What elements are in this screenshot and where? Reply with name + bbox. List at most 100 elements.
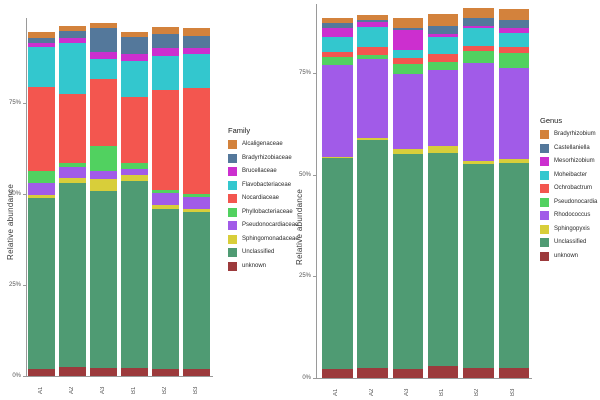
y-tick-mark-25%	[313, 276, 316, 278]
y-tick-label: 75%	[8, 100, 21, 106]
x-tick-label-B2: B2	[161, 386, 168, 394]
segment-Bradyrhizobiaceae	[183, 36, 210, 49]
segment-Rhodococcus	[392, 73, 424, 149]
segment-Alcaligenaceae	[121, 31, 148, 37]
stacked-bar-B1	[427, 14, 459, 378]
y-tick-label: 75%	[298, 69, 311, 76]
segment-unknown	[392, 369, 424, 378]
segment-Unclassified	[183, 212, 210, 369]
legend-swatch-Bradyrhizobium	[540, 130, 549, 139]
genus-legend-title: Genus	[540, 116, 563, 125]
genus-legend: Genus Bradyrhizobium Castellaniella Mesorh…	[540, 116, 597, 265]
segment-Phyllobacteriaceae	[28, 171, 55, 184]
legend-swatch-Unclassified	[228, 248, 237, 257]
segment-Rhodococcus	[427, 70, 459, 147]
legend-item-Unclassified: Unclassified	[228, 248, 299, 257]
legend-label: Nocardiaceae	[242, 195, 280, 201]
legend-swatch-Castellaniella	[540, 143, 549, 153]
segment-Rhodococcus	[322, 65, 353, 157]
segment-Sphingomonadaceae	[59, 177, 86, 184]
y-axis-line-family	[26, 18, 27, 376]
x-tick-label-A1: A1	[333, 388, 340, 396]
segment-Bradyrhizobiaceae	[152, 33, 179, 49]
segment-Pseudonocardiaceae	[121, 169, 148, 176]
segment-Pseudonocardia	[392, 64, 424, 74]
segment-Phyllobacteriaceae	[152, 189, 179, 193]
legend-item-Pseudonocardiaceae: Pseudonocardiaceae	[228, 221, 299, 230]
legend-label: Rhodococcus	[554, 212, 591, 218]
segment-Nocardiaceae	[28, 87, 55, 172]
segment-Unclassified	[427, 152, 459, 367]
y-axis-title-genus: Relative abundance	[295, 188, 304, 265]
segment-Brucellaceae	[183, 48, 210, 54]
stacked-bar-A3	[392, 18, 424, 378]
legend-item-Rhodococcus: Rhodococcus	[540, 211, 597, 220]
segment-Moheibacter	[357, 27, 388, 48]
segment-Castellaniella	[463, 17, 494, 26]
x-tick-label-A3: A3	[99, 386, 106, 394]
segment-Brucellaceae	[152, 48, 179, 56]
segment-Moheibacter	[392, 49, 424, 58]
y-tick-label: 50%	[8, 191, 21, 197]
legend-swatch-Ochrobactrum	[540, 184, 549, 193]
segment-unknown	[357, 368, 388, 378]
legend-label: Phyllobacteriaceae	[242, 208, 293, 215]
x-tick-label-A2: A2	[368, 388, 375, 396]
stacked-bar-A1	[322, 17, 353, 378]
family-legend: Family Alcaligenaceae Bradyrhizobiaceae Br…	[228, 126, 299, 275]
segment-Unclassified	[121, 180, 148, 368]
legend-label: Sphingopyxis	[554, 225, 590, 232]
legend-swatch-unknown	[540, 251, 549, 261]
legend-item-Nocardiaceae: Nocardiaceae	[228, 194, 299, 203]
segment-Alcaligenaceae	[90, 22, 117, 29]
segment-Pseudonocardiaceae	[183, 196, 210, 209]
legend-item-Phyllobacteriaceae: Phyllobacteriaceae	[228, 207, 299, 217]
x-tick-label-B3: B3	[509, 388, 516, 396]
legend-label: Unclassified	[242, 249, 275, 255]
legend-label: Moheibacter	[554, 171, 588, 178]
y-tick-mark-0%	[313, 378, 316, 379]
x-tick-label-A3: A3	[403, 388, 410, 396]
segment-Pseudonocardia	[498, 53, 529, 69]
legend-swatch-Sphingopyxis	[540, 224, 549, 234]
segment-Alcaligenaceae	[28, 31, 55, 38]
stacked-bar-A2	[357, 15, 388, 378]
segment-unknown	[322, 369, 353, 378]
segment-Brucellaceae	[59, 38, 86, 44]
segment-Flavobacteriaceae	[90, 59, 117, 80]
stacked-bar-B3	[183, 27, 210, 376]
y-tick-mark-75%	[23, 103, 26, 104]
legend-label: Brucellaceae	[242, 168, 277, 174]
segment-Moheibacter	[463, 28, 494, 47]
y-tick-mark-25%	[23, 285, 26, 286]
legend-item-Moheibacter: Moheibacter	[540, 170, 597, 180]
legend-swatch-Sphingomonadaceae	[228, 234, 237, 244]
segment-Flavobacteriaceae	[183, 53, 210, 88]
segment-Unclassified	[59, 183, 86, 367]
legend-label: unknown	[242, 262, 267, 269]
segment-Mesorhizobium	[357, 22, 388, 28]
segment-Brucellaceae	[28, 43, 55, 48]
segment-Pseudonocardiaceae	[90, 171, 117, 180]
segment-Unclassified	[90, 191, 117, 368]
legend-item-Brucellaceae: Brucellaceae	[228, 167, 299, 176]
segment-Flavobacteriaceae	[152, 55, 179, 90]
legend-swatch-Pseudonocardia	[540, 197, 549, 207]
segment-Bradyrhizobiaceae	[90, 28, 117, 53]
legend-item-Pseudonocardia: Pseudonocardia	[540, 197, 597, 207]
legend-swatch-Bradyrhizobiaceae	[228, 153, 237, 163]
segment-Mesorhizobium	[463, 25, 494, 28]
segment-Sphingopyxis	[498, 159, 529, 163]
segment-Alcaligenaceae	[59, 26, 86, 32]
segment-unknown	[28, 369, 55, 376]
segment-Pseudonocardiaceae	[28, 183, 55, 195]
legend-swatch-unknown	[228, 261, 237, 271]
segment-Sphingomonadaceae	[152, 204, 179, 209]
segment-Alcaligenaceae	[183, 27, 210, 37]
segment-Bradyrhizobium	[357, 15, 388, 21]
legend-label: Castellaniella	[554, 144, 590, 151]
segment-Ochrobactrum	[357, 47, 388, 56]
segment-Alcaligenaceae	[152, 26, 179, 34]
y-axis-line-genus	[316, 4, 317, 378]
segment-Flavobacteriaceae	[59, 43, 86, 94]
